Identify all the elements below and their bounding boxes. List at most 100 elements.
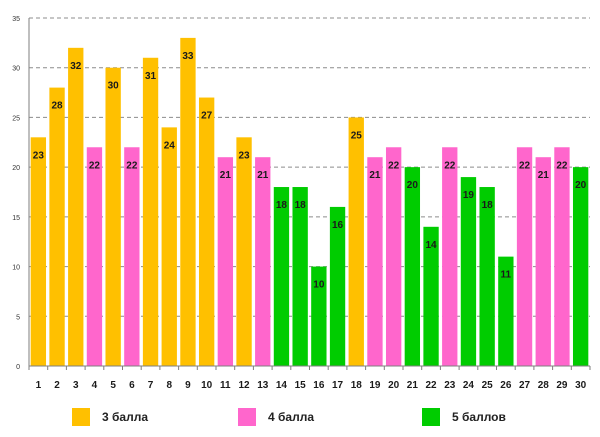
x-tick-label: 4 bbox=[92, 380, 98, 391]
bar bbox=[105, 67, 121, 366]
bar bbox=[30, 137, 47, 366]
x-tick-label: 22 bbox=[425, 380, 437, 391]
x-tick-label: 30 bbox=[575, 380, 587, 391]
bar bbox=[367, 157, 383, 366]
y-tick-label: 5 bbox=[16, 314, 20, 321]
bar bbox=[498, 256, 514, 366]
y-tick-label: 10 bbox=[12, 265, 20, 272]
x-tick-label: 29 bbox=[556, 380, 568, 391]
bar bbox=[311, 266, 327, 366]
legend-item-3: 3 балла bbox=[72, 407, 148, 427]
bar bbox=[460, 177, 477, 366]
x-tick-label: 11 bbox=[220, 380, 231, 391]
x-tick-label: 5 bbox=[110, 380, 116, 391]
bars: 23 28 32 22 30 22 31 24 33 27 21 23 21 18 18 10 16 25 21 22… bbox=[30, 37, 589, 367]
x-tick-label: 20 bbox=[388, 380, 400, 391]
grid-lines bbox=[29, 17, 590, 317]
bar bbox=[236, 137, 252, 366]
data-label: 20 bbox=[407, 180, 419, 191]
x-tick-label: 8 bbox=[166, 380, 172, 391]
x-tick-label: 15 bbox=[295, 380, 307, 391]
bar bbox=[180, 37, 196, 367]
bar bbox=[217, 157, 234, 366]
x-tick-label: 23 bbox=[444, 380, 456, 391]
data-label: 23 bbox=[238, 150, 250, 161]
x-tick-label: 16 bbox=[313, 380, 325, 391]
data-label: 21 bbox=[538, 170, 550, 181]
y-tick-label: 30 bbox=[12, 66, 20, 73]
x-tick-label: 27 bbox=[519, 380, 531, 391]
x-tick-label: 10 bbox=[201, 380, 213, 391]
x-tick-label: 13 bbox=[257, 380, 269, 391]
data-label: 22 bbox=[89, 160, 101, 171]
data-label: 11 bbox=[501, 270, 512, 281]
bar bbox=[124, 147, 140, 366]
legend-swatch-3 bbox=[72, 408, 90, 426]
data-label: 10 bbox=[313, 280, 325, 291]
data-label: 22 bbox=[444, 160, 456, 171]
bar bbox=[161, 127, 177, 366]
x-tick-label: 19 bbox=[369, 380, 381, 391]
legend-item-4: 4 балла bbox=[238, 407, 314, 427]
legend-label-3: 3 балла bbox=[102, 410, 149, 424]
x-tick-label: 3 bbox=[73, 380, 79, 391]
data-label: 18 bbox=[276, 200, 288, 211]
data-label: 19 bbox=[463, 190, 475, 201]
x-axis: 1 2 3 4 5 6 7 8 9 10 11 12 13 14 15 16 17 18 19 20 21 22 23 24 2… bbox=[28, 365, 591, 391]
x-tick-label: 21 bbox=[407, 380, 419, 391]
bar bbox=[404, 167, 421, 366]
bar bbox=[479, 187, 495, 366]
legend-swatch-4 bbox=[238, 408, 256, 426]
data-label: 22 bbox=[519, 160, 531, 171]
x-tick-label: 12 bbox=[238, 380, 250, 391]
data-label: 21 bbox=[220, 170, 232, 181]
x-tick-label: 17 bbox=[332, 380, 344, 391]
x-tick-label: 9 bbox=[185, 380, 191, 391]
bar bbox=[348, 117, 364, 366]
bar bbox=[255, 157, 271, 366]
bar bbox=[423, 226, 439, 366]
x-tick-label: 2 bbox=[54, 380, 60, 391]
data-label: 22 bbox=[388, 160, 400, 171]
y-tick-label: 0 bbox=[16, 364, 20, 371]
bar bbox=[554, 147, 570, 366]
data-label: 32 bbox=[70, 61, 82, 72]
data-label: 18 bbox=[295, 200, 307, 211]
data-label: 25 bbox=[351, 130, 363, 141]
x-tick-label: 1 bbox=[36, 380, 42, 391]
legend-label-4: 4 балла bbox=[268, 410, 315, 424]
data-label: 22 bbox=[556, 160, 568, 171]
y-axis: 0 5 10 15 20 25 30 35 bbox=[12, 16, 30, 371]
bar bbox=[572, 167, 589, 366]
data-label: 33 bbox=[182, 51, 194, 62]
data-label: 16 bbox=[332, 220, 344, 231]
x-tick-label: 28 bbox=[538, 380, 550, 391]
data-label: 30 bbox=[108, 81, 120, 92]
legend-label-5: 5 баллов bbox=[452, 410, 506, 424]
data-label: 20 bbox=[575, 180, 587, 191]
x-tick-label: 26 bbox=[500, 380, 512, 391]
bar bbox=[142, 57, 159, 367]
y-tick-label: 35 bbox=[12, 16, 20, 23]
bar bbox=[385, 147, 402, 366]
data-label: 31 bbox=[145, 71, 157, 82]
bar bbox=[86, 147, 103, 366]
y-tick-label: 20 bbox=[12, 165, 20, 172]
x-tick-label: 25 bbox=[482, 380, 494, 391]
bar bbox=[49, 87, 65, 366]
data-label: 22 bbox=[126, 160, 138, 171]
x-tick-label: 6 bbox=[129, 380, 135, 391]
data-label: 21 bbox=[257, 170, 269, 181]
legend-swatch-5 bbox=[422, 408, 440, 426]
y-tick-label: 25 bbox=[12, 115, 20, 122]
data-label: 24 bbox=[164, 140, 176, 151]
data-label: 18 bbox=[482, 200, 494, 211]
legend-item-5: 5 баллов bbox=[422, 407, 506, 427]
x-tick-label: 18 bbox=[351, 380, 363, 391]
bar bbox=[516, 147, 533, 366]
data-label: 14 bbox=[425, 240, 437, 251]
data-label: 23 bbox=[33, 150, 45, 161]
bar bbox=[198, 97, 215, 367]
x-tick-label: 14 bbox=[276, 380, 288, 391]
